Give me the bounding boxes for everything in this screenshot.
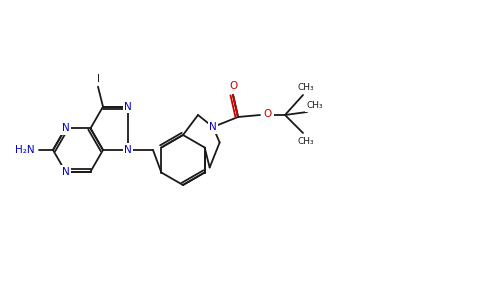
Text: O: O <box>264 109 272 119</box>
Text: CH₃: CH₃ <box>298 82 314 91</box>
Text: N: N <box>61 167 69 177</box>
Text: N: N <box>61 123 69 133</box>
Text: I: I <box>96 74 100 84</box>
Text: O: O <box>229 81 237 91</box>
Text: N: N <box>124 102 132 112</box>
Text: N: N <box>209 122 217 132</box>
Text: CH₃: CH₃ <box>298 136 314 146</box>
Text: N: N <box>124 145 132 155</box>
Text: H₂N: H₂N <box>15 145 35 155</box>
Text: CH₃: CH₃ <box>307 101 323 110</box>
